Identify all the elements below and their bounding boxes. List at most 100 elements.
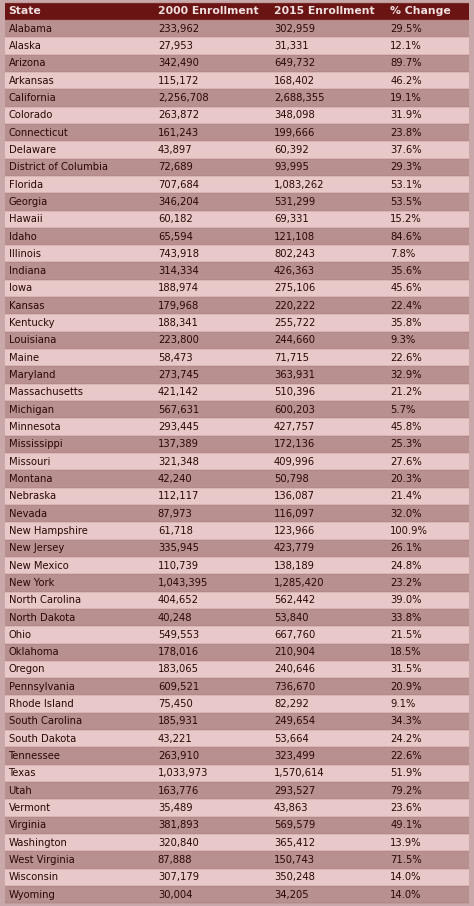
Text: 1,033,973: 1,033,973 bbox=[158, 768, 208, 778]
Text: 35.8%: 35.8% bbox=[390, 318, 421, 328]
Text: 32.0%: 32.0% bbox=[390, 508, 421, 518]
Text: 423,779: 423,779 bbox=[274, 544, 315, 554]
Bar bbox=[5, 436, 154, 453]
Text: 22.6%: 22.6% bbox=[390, 751, 422, 761]
Text: Massachusetts: Massachusetts bbox=[9, 388, 82, 398]
Bar bbox=[386, 557, 469, 574]
Text: 89.7%: 89.7% bbox=[390, 58, 422, 68]
Text: Georgia: Georgia bbox=[9, 197, 48, 207]
Text: 7.8%: 7.8% bbox=[390, 249, 415, 259]
Text: 110,739: 110,739 bbox=[158, 561, 199, 571]
Text: 46.2%: 46.2% bbox=[390, 76, 422, 86]
Text: Oregon: Oregon bbox=[9, 664, 45, 674]
Bar bbox=[270, 332, 386, 349]
Text: 421,142: 421,142 bbox=[158, 388, 199, 398]
Text: 22.4%: 22.4% bbox=[390, 301, 422, 311]
Bar bbox=[5, 540, 154, 557]
Bar bbox=[270, 487, 386, 505]
Bar bbox=[270, 816, 386, 834]
Bar bbox=[270, 626, 386, 643]
Text: 273,745: 273,745 bbox=[158, 370, 199, 380]
Text: 87,973: 87,973 bbox=[158, 508, 192, 518]
Text: 185,931: 185,931 bbox=[158, 717, 199, 727]
Text: Hawaii: Hawaii bbox=[9, 214, 42, 224]
Text: 53,840: 53,840 bbox=[274, 612, 309, 622]
Text: 58,473: 58,473 bbox=[158, 352, 192, 362]
Text: 255,722: 255,722 bbox=[274, 318, 315, 328]
Text: 293,527: 293,527 bbox=[274, 786, 315, 795]
Bar bbox=[154, 522, 270, 540]
Text: 2000 Enrollment: 2000 Enrollment bbox=[158, 6, 258, 16]
Bar bbox=[154, 141, 270, 159]
Bar bbox=[154, 609, 270, 626]
Text: 1,570,614: 1,570,614 bbox=[274, 768, 325, 778]
Bar bbox=[5, 141, 154, 159]
Text: 45.6%: 45.6% bbox=[390, 284, 422, 294]
Bar bbox=[386, 210, 469, 227]
Text: 321,348: 321,348 bbox=[158, 457, 199, 467]
Text: Delaware: Delaware bbox=[9, 145, 55, 155]
Bar bbox=[154, 436, 270, 453]
Bar bbox=[386, 297, 469, 314]
Bar bbox=[270, 522, 386, 540]
Bar bbox=[386, 626, 469, 643]
Bar bbox=[270, 609, 386, 626]
Bar bbox=[154, 765, 270, 782]
Bar bbox=[386, 505, 469, 522]
Text: District of Columbia: District of Columbia bbox=[9, 162, 108, 172]
Text: Vermont: Vermont bbox=[9, 803, 51, 813]
Bar bbox=[5, 852, 154, 869]
Text: 342,490: 342,490 bbox=[158, 58, 199, 68]
Text: 1,285,420: 1,285,420 bbox=[274, 578, 325, 588]
Bar bbox=[5, 72, 154, 90]
Bar bbox=[5, 176, 154, 193]
Text: 335,945: 335,945 bbox=[158, 544, 199, 554]
Text: New Hampshire: New Hampshire bbox=[9, 526, 87, 536]
Text: 736,670: 736,670 bbox=[274, 682, 315, 692]
Text: New Mexico: New Mexico bbox=[9, 561, 68, 571]
Bar bbox=[386, 349, 469, 366]
Text: California: California bbox=[9, 93, 56, 103]
Bar bbox=[270, 540, 386, 557]
Text: 61,718: 61,718 bbox=[158, 526, 193, 536]
Text: Maryland: Maryland bbox=[9, 370, 55, 380]
Text: Kansas: Kansas bbox=[9, 301, 44, 311]
Text: Nebraska: Nebraska bbox=[9, 491, 55, 501]
Bar bbox=[154, 747, 270, 765]
Bar bbox=[386, 470, 469, 487]
Bar bbox=[154, 72, 270, 90]
Bar bbox=[154, 210, 270, 227]
Bar bbox=[154, 557, 270, 574]
Bar bbox=[5, 522, 154, 540]
Text: Mississippi: Mississippi bbox=[9, 439, 62, 449]
Bar bbox=[154, 349, 270, 366]
Text: % Change: % Change bbox=[390, 6, 451, 16]
Bar bbox=[154, 20, 270, 37]
Text: 567,631: 567,631 bbox=[158, 405, 199, 415]
Bar bbox=[5, 453, 154, 470]
Bar bbox=[154, 419, 270, 436]
Text: 35.6%: 35.6% bbox=[390, 266, 422, 276]
Text: 123,966: 123,966 bbox=[274, 526, 315, 536]
Bar bbox=[386, 107, 469, 124]
Bar bbox=[270, 574, 386, 592]
Bar bbox=[270, 159, 386, 176]
Bar bbox=[154, 626, 270, 643]
Text: 263,872: 263,872 bbox=[158, 111, 199, 120]
Bar bbox=[386, 747, 469, 765]
Bar bbox=[5, 246, 154, 263]
Bar bbox=[270, 782, 386, 799]
Bar bbox=[386, 3, 469, 20]
Text: 60,392: 60,392 bbox=[274, 145, 309, 155]
Bar bbox=[5, 626, 154, 643]
Text: Arizona: Arizona bbox=[9, 58, 46, 68]
Text: 13.9%: 13.9% bbox=[390, 838, 422, 848]
Text: Indiana: Indiana bbox=[9, 266, 46, 276]
Text: Missouri: Missouri bbox=[9, 457, 50, 467]
Text: 31.9%: 31.9% bbox=[390, 111, 422, 120]
Bar bbox=[386, 72, 469, 90]
Bar bbox=[154, 592, 270, 609]
Bar bbox=[5, 487, 154, 505]
Bar bbox=[5, 384, 154, 401]
Text: 649,732: 649,732 bbox=[274, 58, 315, 68]
